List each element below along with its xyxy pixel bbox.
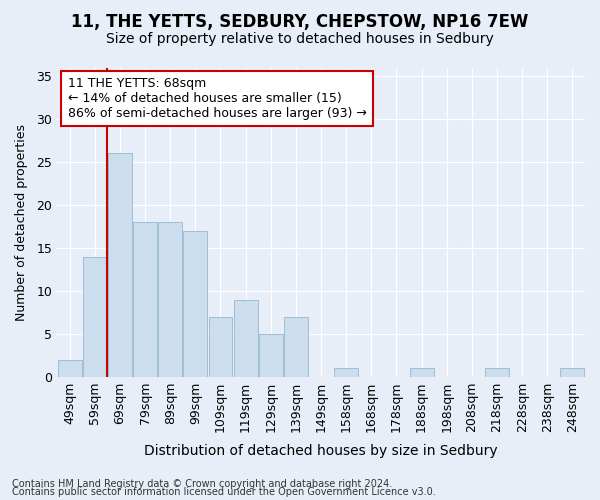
X-axis label: Distribution of detached houses by size in Sedbury: Distribution of detached houses by size … — [144, 444, 498, 458]
Text: Contains public sector information licensed under the Open Government Licence v3: Contains public sector information licen… — [12, 487, 436, 497]
Text: Contains HM Land Registry data © Crown copyright and database right 2024.: Contains HM Land Registry data © Crown c… — [12, 479, 392, 489]
Text: 11 THE YETTS: 68sqm
← 14% of detached houses are smaller (15)
86% of semi-detach: 11 THE YETTS: 68sqm ← 14% of detached ho… — [68, 77, 367, 120]
Bar — [259, 334, 283, 377]
Bar — [58, 360, 82, 377]
Bar — [209, 317, 232, 377]
Bar — [410, 368, 434, 377]
Bar — [334, 368, 358, 377]
Bar — [158, 222, 182, 377]
Bar — [560, 368, 584, 377]
Text: Size of property relative to detached houses in Sedbury: Size of property relative to detached ho… — [106, 32, 494, 46]
Bar — [485, 368, 509, 377]
Y-axis label: Number of detached properties: Number of detached properties — [15, 124, 28, 321]
Bar — [233, 300, 257, 377]
Text: 11, THE YETTS, SEDBURY, CHEPSTOW, NP16 7EW: 11, THE YETTS, SEDBURY, CHEPSTOW, NP16 7… — [71, 12, 529, 30]
Bar — [108, 154, 132, 377]
Bar — [133, 222, 157, 377]
Bar — [284, 317, 308, 377]
Bar — [184, 231, 207, 377]
Bar — [83, 256, 107, 377]
